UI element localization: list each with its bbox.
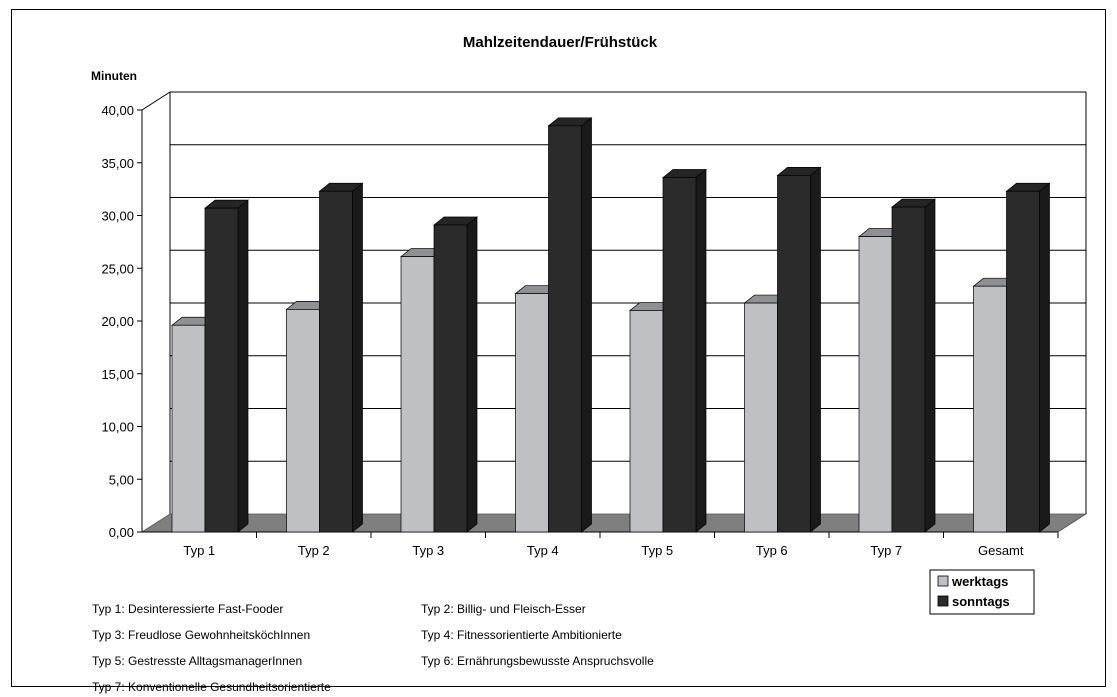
x-tick-label: Typ 1 (183, 543, 215, 558)
note-typ-4: Typ 4: Fitnessorientierte Ambitionierte (421, 628, 622, 642)
y-tick-label: 10,00 (101, 420, 134, 435)
bar-side (466, 216, 478, 533)
note-typ-7: Typ 7: Konventionelle Gesundheitsorienti… (92, 680, 331, 694)
y-tick-label: 0,00 (109, 525, 134, 540)
bar-side (237, 199, 249, 533)
x-tick-label: Gesamt (978, 543, 1024, 558)
bar-front (319, 190, 353, 533)
plot-floor (140, 513, 1088, 533)
bar-sonntags-typ-6 (776, 166, 822, 533)
bar-front (744, 302, 778, 533)
bar-sonntags-typ-5 (662, 168, 707, 533)
bar-sonntags-gesamt (1005, 182, 1051, 533)
x-axis-ticks: Typ 1 Typ 2 Typ 3 Typ 4 Typ 5 Typ 6 Typ 7 Gesam… (183, 532, 1059, 558)
bar-side (695, 168, 707, 533)
x-tick-label: Typ 5 (641, 543, 673, 558)
bar-front (891, 206, 926, 533)
left-wall-edge (141, 91, 171, 532)
bar-side (352, 182, 363, 533)
bar-front (858, 236, 893, 533)
bar-front (662, 177, 697, 533)
x-tick-label: Typ 4 (527, 543, 559, 558)
bar-front (973, 285, 1007, 533)
legend-label-werktags: werktags (951, 574, 1008, 589)
bar-front (548, 125, 582, 533)
y-tick-label: 15,00 (101, 367, 134, 382)
chart-title: Mahlzeitendauer/Frühstück (463, 34, 658, 51)
legend-label-sonntags: sonntags (952, 594, 1010, 609)
bar-front (777, 175, 811, 533)
bar-sonntags-typ-2 (318, 182, 364, 533)
bar-side (810, 166, 821, 533)
note-typ-5: Typ 5: Gestresste AlltagsmanagerInnen (92, 654, 302, 668)
legend-swatch-sonntags (937, 595, 949, 607)
y-tick-label: 20,00 (101, 314, 134, 329)
y-tick-label: 35,00 (101, 156, 134, 171)
legend-swatch-werktags (937, 575, 949, 587)
bar-side (1039, 182, 1050, 533)
bar-sonntags-typ-7 (891, 198, 936, 533)
bar-front (515, 293, 549, 533)
note-typ-2: Typ 2: Billig- und Fleisch-Esser (421, 602, 586, 616)
bar-front (433, 224, 468, 533)
y-tick-label: 30,00 (101, 209, 134, 224)
y-tick-label: 5,00 (109, 472, 134, 487)
bar-sonntags-typ-3 (433, 216, 478, 533)
bar-side (924, 198, 936, 533)
y-axis-unit-label: Minuten (91, 69, 137, 83)
note-typ-1: Typ 1: Desinteressierte Fast-Fooder (92, 602, 283, 616)
y-axis-ticks: 0,00 5,00 10,00 15,00 20,00 25,00 30,00 35,00 40… (101, 103, 142, 540)
legend: werktags sonntags (929, 569, 1035, 615)
note-typ-3: Typ 3: Freudlose GewohnheitsköchInnen (92, 628, 310, 642)
bar-sonntags-typ-1 (204, 199, 249, 533)
bar-front (629, 310, 664, 533)
x-tick-label: Typ 6 (756, 543, 788, 558)
note-typ-6: Typ 6: Ernährungsbewusste Anspruchsvolle (421, 654, 654, 668)
bars-group (171, 117, 1051, 533)
x-tick-label: Typ 3 (412, 543, 444, 558)
type-legend-notes: Typ 1: Desinteressierte Fast-Fooder Typ … (92, 602, 654, 694)
bar-front (1006, 190, 1040, 533)
bar-front (286, 309, 320, 533)
bar-side (581, 117, 592, 533)
x-tick-label: Typ 2 (298, 543, 330, 558)
bar-front (400, 256, 435, 533)
bar-front (171, 324, 206, 533)
y-tick-label: 25,00 (101, 261, 134, 276)
x-tick-label: Typ 7 (870, 543, 902, 558)
bar-front (204, 207, 239, 533)
bar-sonntags-typ-4 (547, 117, 593, 533)
plot-area (140, 91, 1088, 533)
y-tick-label: 40,00 (101, 103, 134, 118)
